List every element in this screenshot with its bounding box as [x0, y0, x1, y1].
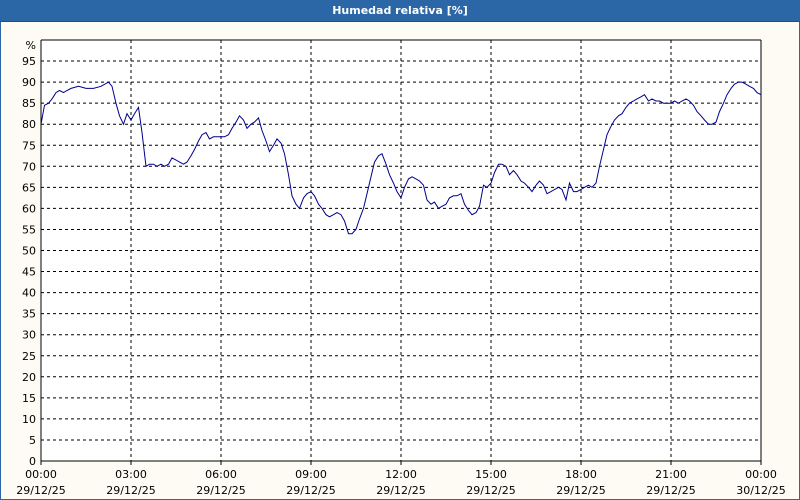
y-tick-label: 5 — [29, 434, 36, 447]
chart-title-bar: Humedad relativa [%] — [0, 0, 800, 22]
y-tick-label: 80 — [22, 118, 36, 131]
y-tick-label: 85 — [22, 97, 36, 110]
x-tick-time-label: 09:00 — [295, 468, 327, 481]
y-tick-label: 45 — [22, 266, 36, 279]
x-tick-time-label: 12:00 — [385, 468, 417, 481]
y-tick-label: 20 — [22, 371, 36, 384]
y-tick-label: 50 — [22, 245, 36, 258]
y-tick-label: 65 — [22, 181, 36, 194]
chart-title: Humedad relativa [%] — [332, 4, 468, 17]
y-tick-label: 60 — [22, 202, 36, 215]
x-tick-time-label: 03:00 — [115, 468, 147, 481]
y-tick-label: 40 — [22, 287, 36, 300]
y-tick-label: 35 — [22, 308, 36, 321]
x-tick-time-label: 21:00 — [655, 468, 687, 481]
y-tick-label: 25 — [22, 350, 36, 363]
x-tick-time-label: 15:00 — [475, 468, 507, 481]
x-tick-time-label: 18:00 — [565, 468, 597, 481]
y-unit-label: % — [26, 39, 36, 52]
x-tick-date-label: 30/12/25 — [736, 484, 785, 497]
x-tick-time-label: 00:00 — [25, 468, 57, 481]
x-tick-date-label: 29/12/25 — [376, 484, 425, 497]
y-tick-label: 30 — [22, 329, 36, 342]
x-tick-date-label: 29/12/25 — [646, 484, 695, 497]
y-tick-label: 0 — [29, 455, 36, 468]
x-tick-date-label: 29/12/25 — [196, 484, 245, 497]
x-tick-date-label: 29/12/25 — [466, 484, 515, 497]
x-tick-date-label: 29/12/25 — [16, 484, 65, 497]
humidity-series-line — [40, 81, 762, 235]
y-tick-label: 70 — [22, 160, 36, 173]
x-tick-date-label: 29/12/25 — [286, 484, 335, 497]
y-tick-label: 95 — [22, 55, 36, 68]
x-tick-time-label: 00:00 — [745, 468, 777, 481]
x-tick-date-label: 29/12/25 — [556, 484, 605, 497]
y-tick-label: 55 — [22, 223, 36, 236]
y-tick-label: 75 — [22, 139, 36, 152]
y-tick-label: 10 — [22, 413, 36, 426]
x-tick-time-label: 06:00 — [205, 468, 237, 481]
x-tick-date-label: 29/12/25 — [106, 484, 155, 497]
y-tick-label: 15 — [22, 392, 36, 405]
y-tick-label: 90 — [22, 76, 36, 89]
